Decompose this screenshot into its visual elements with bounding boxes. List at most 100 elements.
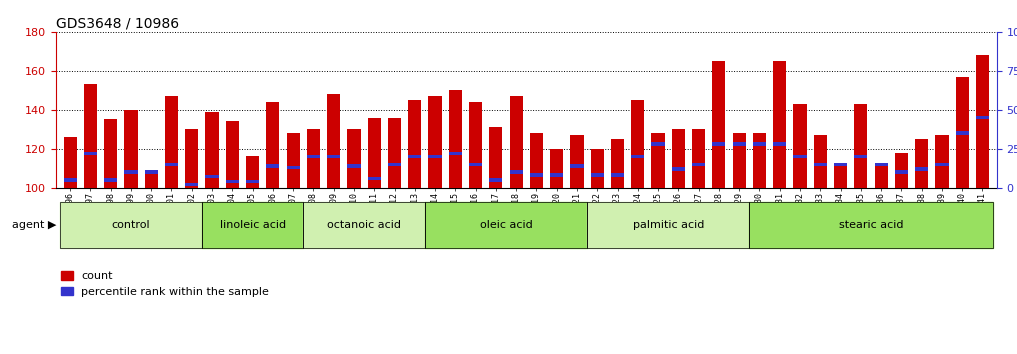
Bar xyxy=(672,129,684,188)
Bar xyxy=(124,170,137,174)
Bar xyxy=(368,118,380,188)
Text: oleic acid: oleic acid xyxy=(480,220,532,230)
Bar xyxy=(124,110,137,188)
Bar xyxy=(489,127,502,188)
Bar xyxy=(895,170,908,174)
Bar xyxy=(550,149,563,188)
Bar xyxy=(307,155,320,158)
Bar xyxy=(571,135,584,188)
Bar xyxy=(712,142,725,146)
Bar xyxy=(408,100,421,188)
Bar xyxy=(287,166,300,169)
Bar xyxy=(387,162,401,166)
Bar xyxy=(814,135,827,188)
Bar xyxy=(510,170,523,174)
Bar xyxy=(591,149,604,188)
Legend: count, percentile rank within the sample: count, percentile rank within the sample xyxy=(61,271,270,297)
Bar xyxy=(915,167,929,171)
Bar xyxy=(368,177,380,180)
Text: octanoic acid: octanoic acid xyxy=(327,220,401,230)
Bar xyxy=(895,153,908,188)
Bar xyxy=(773,61,786,188)
Bar xyxy=(753,133,766,188)
Bar xyxy=(63,137,76,188)
Bar xyxy=(915,139,929,188)
Bar xyxy=(591,173,604,177)
Bar xyxy=(205,175,219,178)
Bar xyxy=(348,129,361,188)
Bar xyxy=(814,162,827,166)
Bar xyxy=(448,90,462,188)
Bar xyxy=(448,152,462,155)
Bar xyxy=(530,133,543,188)
Bar xyxy=(165,96,178,188)
Bar xyxy=(587,202,750,248)
Bar xyxy=(753,142,766,146)
Bar xyxy=(202,202,303,248)
Bar xyxy=(834,164,847,188)
Bar xyxy=(307,129,320,188)
Bar xyxy=(510,96,523,188)
Bar xyxy=(104,178,117,182)
Bar xyxy=(854,104,868,188)
Bar xyxy=(936,135,949,188)
Text: GDS3648 / 10986: GDS3648 / 10986 xyxy=(56,17,179,31)
Bar xyxy=(956,131,969,135)
Bar xyxy=(428,155,441,158)
Bar xyxy=(469,162,482,166)
Bar xyxy=(303,202,425,248)
Bar xyxy=(144,172,158,188)
Bar xyxy=(266,164,280,167)
Bar xyxy=(530,173,543,177)
Bar xyxy=(387,118,401,188)
Bar xyxy=(60,202,202,248)
Bar xyxy=(976,55,990,188)
Bar xyxy=(205,112,219,188)
Bar xyxy=(246,179,259,183)
Bar xyxy=(144,170,158,174)
Bar xyxy=(712,61,725,188)
Bar xyxy=(732,133,745,188)
Bar xyxy=(571,164,584,167)
Bar xyxy=(632,100,645,188)
Bar xyxy=(327,94,341,188)
Bar xyxy=(428,96,441,188)
Bar xyxy=(956,76,969,188)
Bar xyxy=(854,155,868,158)
Bar xyxy=(489,178,502,182)
Bar xyxy=(793,155,806,158)
Bar xyxy=(692,129,705,188)
Bar xyxy=(348,164,361,167)
Bar xyxy=(550,173,563,177)
Bar xyxy=(226,179,239,183)
Bar xyxy=(750,202,993,248)
Bar xyxy=(692,162,705,166)
Bar xyxy=(327,155,341,158)
Bar xyxy=(587,202,750,248)
Bar xyxy=(611,139,624,188)
Bar xyxy=(672,167,684,171)
Bar xyxy=(185,129,198,188)
Bar xyxy=(652,142,665,146)
Bar xyxy=(165,162,178,166)
Bar xyxy=(976,116,990,119)
Bar xyxy=(936,162,949,166)
Bar xyxy=(60,202,202,248)
Bar xyxy=(266,102,280,188)
Bar xyxy=(632,155,645,158)
Bar xyxy=(425,202,587,248)
Text: palmitic acid: palmitic acid xyxy=(633,220,704,230)
Bar xyxy=(83,84,97,188)
Bar xyxy=(875,164,888,188)
Bar xyxy=(875,162,888,166)
Bar xyxy=(652,133,665,188)
Bar xyxy=(63,178,76,182)
Bar xyxy=(202,202,303,248)
Bar xyxy=(83,152,97,155)
Bar xyxy=(611,173,624,177)
Text: control: control xyxy=(112,220,151,230)
Bar xyxy=(469,102,482,188)
Bar xyxy=(793,104,806,188)
Bar xyxy=(750,202,993,248)
Bar xyxy=(425,202,587,248)
